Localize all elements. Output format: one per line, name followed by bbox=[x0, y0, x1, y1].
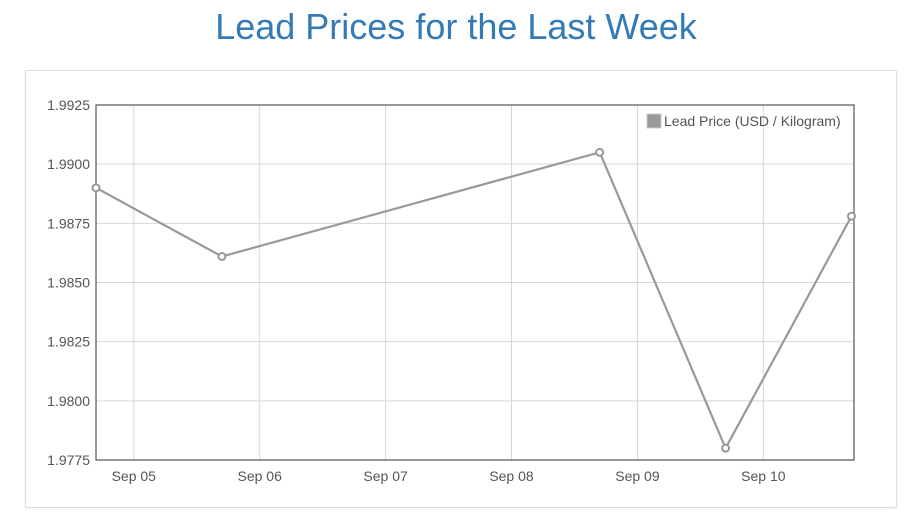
x-tick-label: Sep 09 bbox=[615, 468, 660, 484]
x-tick-label: Sep 08 bbox=[489, 468, 534, 484]
data-point bbox=[217, 251, 227, 261]
y-tick-label: 1.9900 bbox=[47, 156, 90, 172]
legend: Lead Price (USD / Kilogram) bbox=[646, 113, 841, 129]
x-axis: Sep 05 Sep 06 Sep 07 Sep 08 Sep 09 Sep 10 bbox=[112, 468, 786, 484]
x-tick-label: Sep 10 bbox=[741, 468, 786, 484]
y-tick-label: 1.9825 bbox=[47, 334, 90, 350]
y-tick-label: 1.9775 bbox=[47, 452, 90, 468]
data-point bbox=[595, 147, 605, 157]
data-point bbox=[721, 443, 731, 453]
y-tick-label: 1.9925 bbox=[47, 97, 90, 113]
series-layer bbox=[91, 147, 856, 453]
y-tick-label: 1.9875 bbox=[47, 215, 90, 231]
legend-label: Lead Price (USD / Kilogram) bbox=[664, 113, 841, 129]
data-point bbox=[91, 183, 101, 193]
plot-frame bbox=[95, 104, 855, 461]
grid-lines bbox=[95, 104, 855, 461]
data-point bbox=[846, 211, 856, 221]
y-tick-label: 1.9800 bbox=[47, 393, 90, 409]
y-tick-label: 1.9850 bbox=[47, 275, 90, 291]
page-title: Lead Prices for the Last Week bbox=[215, 6, 697, 47]
legend-swatch bbox=[646, 113, 662, 129]
y-axis: 1.9925 1.9900 1.9875 1.9850 1.9825 1.9800 1.97… bbox=[47, 97, 90, 468]
x-tick-label: Sep 07 bbox=[363, 468, 408, 484]
x-tick-label: Sep 06 bbox=[238, 468, 283, 484]
series-line bbox=[95, 151, 853, 450]
x-tick-label: Sep 05 bbox=[112, 468, 157, 484]
chart-panel bbox=[25, 70, 897, 508]
